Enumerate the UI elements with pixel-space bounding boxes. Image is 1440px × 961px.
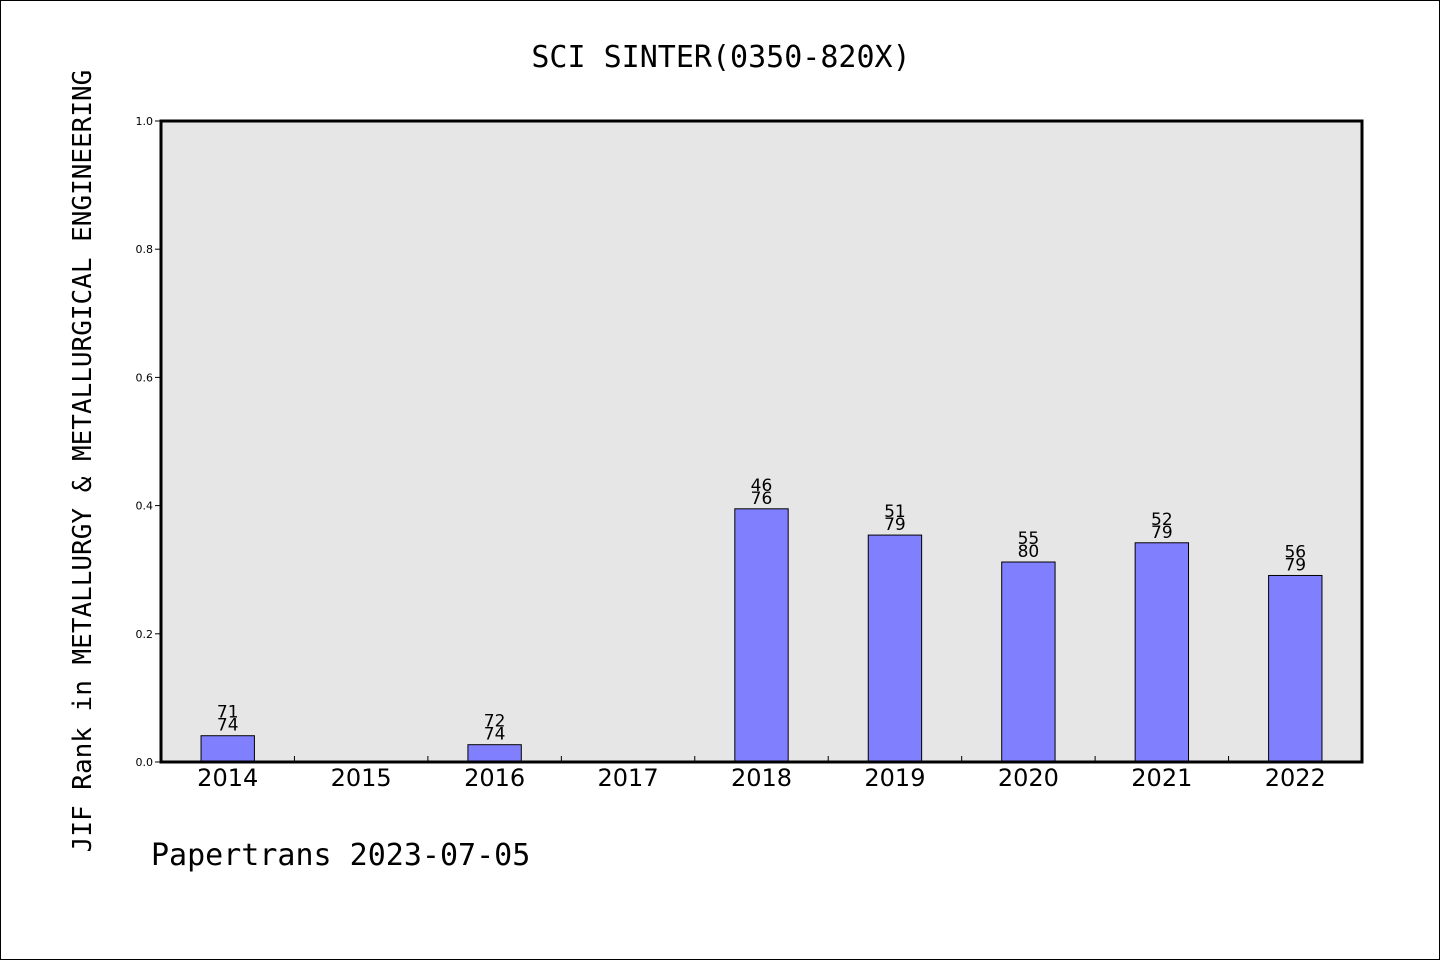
bar-series: [200, 508, 1323, 763]
x-tick-label: 2022: [1265, 764, 1326, 792]
bar-label-rank: 55: [1018, 529, 1040, 549]
x-axis-ticks: 2014 2015 2016 2017 2018 2019 2020 2021 2022: [197, 756, 1326, 792]
bar-2019: [867, 534, 923, 763]
bar-label-total: 79: [884, 515, 906, 535]
bar-2021: [1134, 542, 1190, 763]
bar-label-total: 80: [1018, 542, 1040, 562]
bar-2020: [1001, 561, 1056, 763]
bar-label-rank: 51: [884, 502, 906, 522]
x-tick-label: 2016: [464, 764, 525, 792]
y-tick-label: 1.0: [136, 115, 154, 128]
x-tick-label: 2021: [1131, 764, 1192, 792]
x-tick-label: 2014: [197, 764, 258, 792]
footer-credit: Papertrans 2023-07-05: [151, 838, 530, 873]
bar-label-rank: 72: [484, 712, 506, 732]
chart-title: SCI SINTER(0350-820X): [531, 40, 910, 75]
x-tick-label: 2020: [998, 764, 1059, 792]
bar-label-total: 79: [1151, 523, 1173, 543]
y-tick-label: 0.8: [136, 243, 154, 256]
x-tick-label: 2019: [864, 764, 925, 792]
plot-border: [159, 119, 1364, 764]
y-axis-ticks: 0.0 0.2 0.4 0.6 0.8 1.0: [136, 115, 161, 769]
y-axis-label: JIF Rank in METALLURGY & METALLURGICAL E…: [68, 70, 98, 853]
bar-label-total: 74: [484, 725, 506, 745]
bar-2014: [200, 735, 255, 763]
bar-label-total: 74: [217, 716, 239, 736]
bar-label-total: 76: [751, 489, 773, 509]
bar-label-total: 79: [1284, 555, 1306, 575]
y-tick-label: 0.4: [136, 500, 154, 513]
x-tick-label: 2018: [731, 764, 792, 792]
x-tick-label: 2015: [331, 764, 392, 792]
bar-label-rank: 52: [1151, 510, 1173, 530]
bar-2016: [467, 744, 522, 763]
bar-label-rank: 71: [217, 703, 239, 723]
bar-2022: [1268, 574, 1323, 763]
bar-2018: [734, 508, 789, 763]
bar-label-rank: 46: [751, 476, 773, 496]
x-tick-label: 2017: [598, 764, 659, 792]
bar-label-rank: 56: [1284, 542, 1306, 562]
y-tick-label: 0.2: [136, 628, 154, 641]
y-tick-label: 0.6: [136, 371, 154, 384]
y-tick-label: 0.0: [136, 756, 154, 769]
